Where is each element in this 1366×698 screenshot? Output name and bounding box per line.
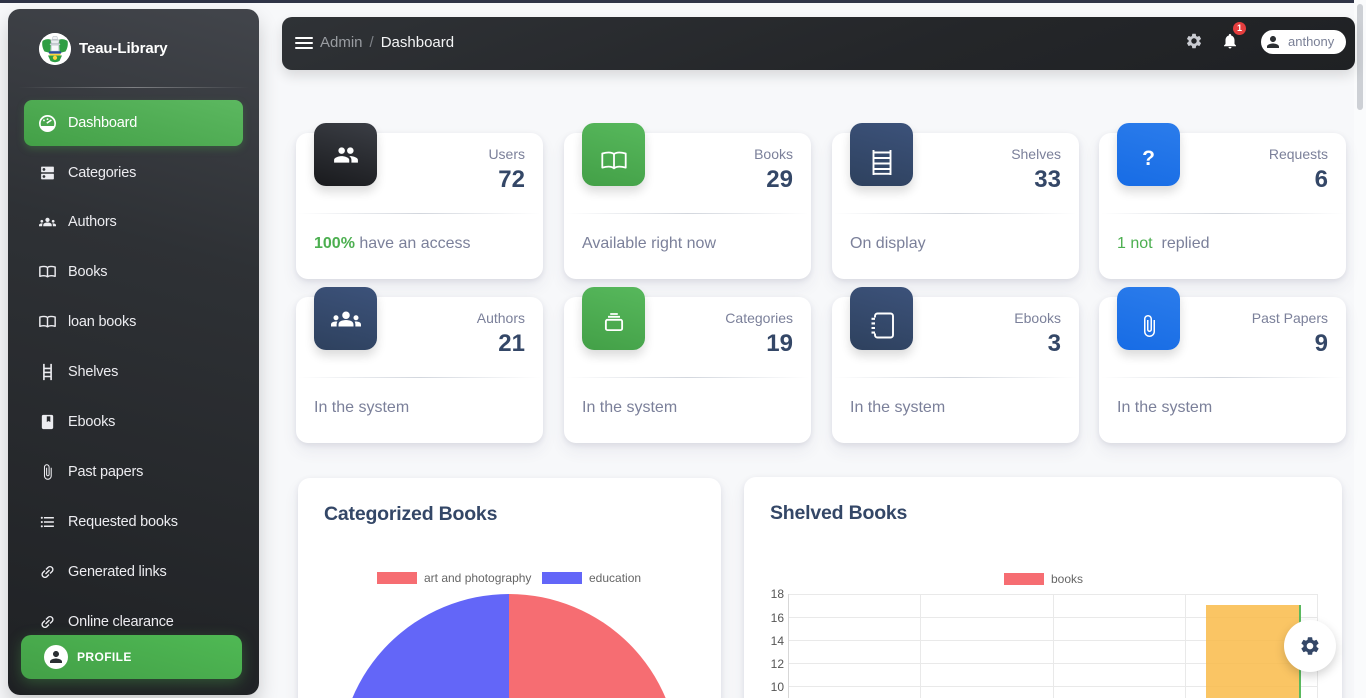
svg-text:10: 10 [771,680,785,694]
svg-text:14: 14 [771,634,785,648]
svg-text:12: 12 [771,657,785,671]
svg-text:18: 18 [771,587,785,601]
svg-text:16: 16 [771,611,785,625]
